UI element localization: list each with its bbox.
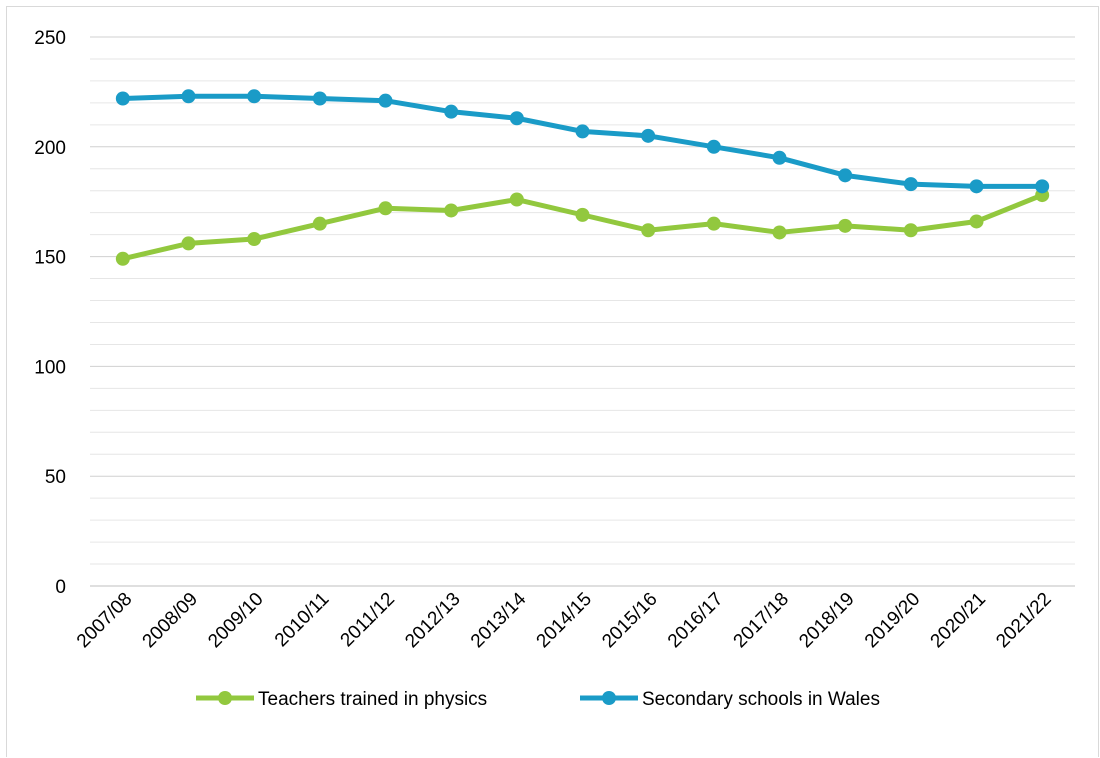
data-point (903, 223, 918, 238)
x-tick-label: 2019/20 (861, 589, 924, 652)
data-point (181, 89, 196, 104)
data-point (838, 168, 853, 183)
data-point (575, 124, 590, 139)
legend-item: Teachers trained in physics (196, 689, 487, 710)
data-point (641, 223, 656, 238)
series-group (115, 89, 1050, 266)
series-line (120, 192, 1045, 262)
x-tick-label: 2012/13 (401, 589, 464, 652)
data-point (247, 89, 262, 104)
data-point (378, 93, 393, 108)
y-tick-label: 150 (34, 248, 66, 269)
data-point (903, 177, 918, 192)
series-1 (115, 188, 1050, 266)
data-point (772, 150, 787, 165)
data-point (706, 139, 721, 154)
data-point (509, 111, 524, 126)
chart-frame (6, 6, 1099, 757)
x-tick-label: 2010/11 (271, 589, 333, 651)
x-tick-label: 2013/14 (467, 588, 531, 652)
data-point (969, 179, 984, 194)
data-point (378, 201, 393, 216)
x-tick-label: 2015/16 (598, 589, 661, 652)
x-tick-label: 2021/22 (992, 589, 1055, 652)
data-point (575, 207, 590, 222)
y-tick-label: 100 (34, 357, 66, 378)
y-axis: 0 50 100 150 200 250 (34, 28, 66, 598)
x-tick-label: 2008/09 (139, 589, 202, 652)
data-point (706, 216, 721, 231)
x-tick-label: 2011/12 (337, 589, 399, 651)
x-tick-label: 2009/10 (204, 589, 267, 652)
legend-swatch-marker (602, 691, 616, 705)
data-point (772, 225, 787, 240)
legend-swatch-marker (218, 691, 232, 705)
legend-label: Teachers trained in physics (258, 689, 487, 710)
x-tick-label: 2007/08 (73, 589, 136, 652)
legend: Teachers trained in physics Secondary sch… (196, 689, 880, 710)
data-point (969, 214, 984, 229)
data-point (312, 216, 327, 231)
data-point (509, 192, 524, 207)
x-axis: 2007/08 2008/09 2009/10 2010/11 2011/12 2012/… (73, 588, 1056, 652)
series-line (120, 93, 1045, 189)
x-tick-label: 2017/18 (730, 589, 793, 652)
data-point (641, 128, 656, 143)
y-tick-label: 50 (45, 467, 66, 488)
data-point (838, 218, 853, 233)
series-2 (115, 89, 1050, 194)
legend-item: Secondary schools in Wales (580, 689, 880, 710)
data-point (444, 104, 459, 119)
data-point (115, 251, 130, 266)
gridlines (90, 36, 1075, 587)
data-point (247, 232, 262, 247)
y-tick-label: 200 (34, 138, 66, 159)
legend-label: Secondary schools in Wales (642, 689, 880, 710)
x-tick-label: 2016/17 (664, 589, 727, 652)
data-point (1035, 179, 1050, 194)
data-point (444, 203, 459, 218)
data-point (115, 91, 130, 106)
y-tick-label: 0 (55, 577, 66, 598)
data-point (181, 236, 196, 251)
x-tick-label: 2014/15 (533, 589, 596, 652)
data-point (312, 91, 327, 106)
x-tick-label: 2020/21 (927, 589, 990, 652)
x-tick-label: 2018/19 (795, 589, 858, 652)
y-tick-label: 250 (34, 28, 66, 49)
